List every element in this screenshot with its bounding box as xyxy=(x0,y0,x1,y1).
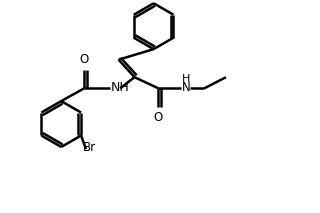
Text: O: O xyxy=(80,53,89,66)
Text: NH: NH xyxy=(110,81,129,94)
Text: N: N xyxy=(182,81,191,94)
Text: O: O xyxy=(154,111,163,124)
Text: Br: Br xyxy=(83,141,96,154)
Text: H: H xyxy=(182,74,191,84)
